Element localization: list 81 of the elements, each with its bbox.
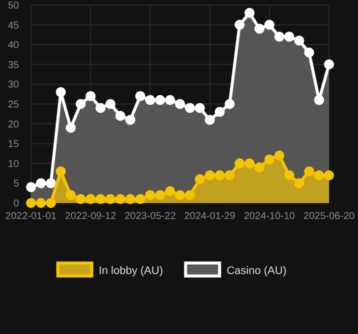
- point: [234, 20, 245, 30]
- point: [46, 198, 56, 208]
- point: [244, 158, 255, 168]
- point: [26, 198, 36, 208]
- point: [155, 95, 166, 106]
- point: [244, 8, 255, 18]
- point: [214, 170, 225, 180]
- point: [314, 170, 324, 180]
- point: [184, 102, 195, 113]
- y-tick-label: 5: [13, 178, 20, 190]
- legend-label: Casino (AU): [226, 264, 287, 277]
- point: [76, 99, 86, 109]
- point: [56, 87, 66, 98]
- point: [264, 154, 274, 164]
- y-tick-label: 0: [13, 198, 20, 210]
- point: [36, 198, 46, 208]
- point: [96, 102, 106, 113]
- point: [254, 24, 264, 34]
- point: [105, 99, 116, 109]
- point: [86, 194, 96, 204]
- point: [145, 95, 156, 106]
- point: [165, 186, 176, 196]
- y-tick-label: 50: [8, 0, 20, 12]
- point: [214, 106, 225, 117]
- point: [314, 95, 324, 106]
- y-tick-label: 40: [8, 40, 20, 52]
- point: [204, 170, 215, 180]
- y-tick-label: 25: [8, 100, 20, 110]
- y-tick-label: 30: [8, 80, 20, 91]
- point: [274, 150, 284, 160]
- point: [36, 178, 46, 188]
- point: [26, 182, 36, 192]
- point: [324, 59, 334, 70]
- point: [105, 194, 116, 204]
- x-tick-label: 2024-01-29: [184, 211, 236, 222]
- point: [135, 91, 146, 102]
- point: [96, 194, 106, 204]
- point: [175, 190, 185, 200]
- point: [194, 102, 205, 113]
- y-tick-label: 20: [8, 119, 20, 130]
- point: [115, 110, 126, 121]
- point: [115, 194, 126, 204]
- point: [254, 162, 264, 172]
- point: [324, 170, 334, 180]
- x-tick-label: 2022-01-01: [5, 211, 58, 222]
- point: [66, 122, 76, 133]
- point: [76, 194, 86, 204]
- y-tick-label: 45: [8, 20, 20, 32]
- point: [184, 190, 195, 200]
- point: [224, 99, 235, 109]
- point: [274, 32, 284, 42]
- point: [125, 114, 136, 125]
- y-tick-label: 15: [8, 139, 20, 150]
- point: [304, 48, 314, 58]
- point: [304, 166, 314, 176]
- x-tick-label: 2023-05-22: [124, 211, 176, 222]
- point: [56, 166, 66, 176]
- point: [155, 190, 166, 200]
- x-tick-label: 2025-06-20: [303, 211, 356, 222]
- point: [294, 36, 304, 46]
- point: [125, 194, 136, 204]
- point: [86, 91, 96, 102]
- y-tick-label: 35: [8, 60, 20, 71]
- point: [264, 20, 274, 30]
- point: [284, 32, 294, 42]
- x-tick-label: 2022-09-12: [65, 211, 117, 222]
- x-tick-label: 2024-10-10: [244, 211, 296, 222]
- point: [224, 170, 235, 180]
- point: [234, 158, 245, 168]
- point: [294, 178, 304, 188]
- point: [165, 95, 176, 106]
- point: [204, 114, 215, 125]
- legend-label: In lobby (AU): [98, 264, 164, 277]
- point: [46, 178, 56, 188]
- point: [145, 190, 156, 200]
- point: [135, 194, 146, 204]
- point: [175, 99, 185, 109]
- point: [284, 170, 294, 180]
- point: [66, 190, 76, 200]
- y-tick-label: 10: [8, 158, 20, 170]
- point: [194, 174, 205, 184]
